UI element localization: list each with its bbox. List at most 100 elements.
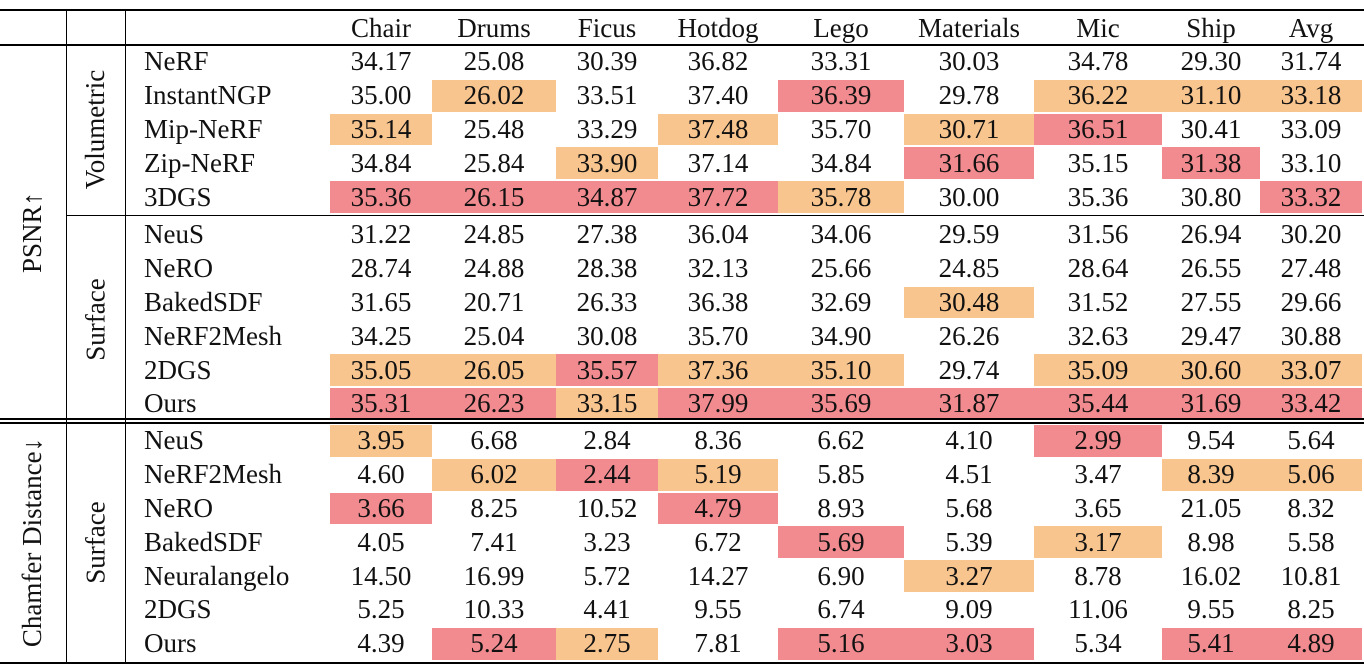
value-cell-chair: 4.39: [357, 628, 405, 659]
header-rule: [0, 44, 1364, 46]
value-cell-avg: 33.18: [1260, 79, 1362, 112]
value-cell-chair: 5.25: [357, 594, 405, 625]
column-header-chair: Chair: [351, 12, 411, 43]
value-cell-materials: 31.87: [904, 388, 1034, 420]
group-label-surface-text: Surface: [80, 278, 111, 361]
value-cell-avg: 30.88: [1280, 320, 1342, 351]
group-label-volumetric-text: Volumetric: [80, 69, 111, 190]
value-cell-mic: 11.06: [1068, 594, 1128, 625]
column-header-lego: Lego: [813, 12, 869, 43]
value-cell-ship: 26.55: [1180, 253, 1242, 284]
value-cell-chair: 4.05: [357, 526, 405, 557]
method-label: NeRO: [144, 492, 213, 523]
value-cell-hotdog: 5.19: [658, 458, 778, 491]
metric-label-text: PSNR↑: [17, 192, 48, 274]
value-cell-chair: 34.84: [350, 147, 412, 178]
value-cell-drums: 6.02: [432, 458, 556, 491]
group-divider-rule: [66, 215, 1364, 217]
value-cell-ship: 31.10: [1162, 79, 1260, 112]
group-label-surface: Surface: [66, 424, 126, 661]
value-cell-avg: 29.66: [1280, 286, 1342, 317]
value-cell-ficus: 28.38: [576, 253, 638, 284]
value-cell-mic: 3.47: [1074, 459, 1122, 490]
value-cell-materials: 30.48: [904, 286, 1034, 319]
method-label: Zip-NeRF: [144, 147, 255, 178]
method-label: 2DGS: [144, 594, 212, 625]
column-header-drums: Drums: [457, 12, 531, 43]
value-cell-chair: 14.50: [350, 560, 412, 591]
value-cell-chair: 31.22: [350, 219, 412, 250]
value-cell-chair: 4.60: [357, 459, 405, 490]
value-cell-lego: 35.70: [810, 113, 872, 144]
column-header-materials: Materials: [918, 12, 1020, 43]
value-cell-materials: 3.03: [904, 627, 1034, 660]
value-cell-mic: 3.17: [1034, 526, 1162, 559]
metric-label: PSNR↑: [0, 45, 66, 421]
value-cell-chair: 35.05: [330, 354, 432, 386]
method-label: BakedSDF: [144, 286, 263, 317]
value-cell-ficus: 33.51: [576, 80, 638, 111]
metric-label-text: Chamfer Distance↓: [17, 437, 48, 647]
value-cell-hotdog: 37.36: [658, 354, 778, 386]
value-cell-hotdog: 6.72: [694, 526, 742, 557]
value-cell-avg: 33.09: [1280, 113, 1342, 144]
value-cell-hotdog: 37.14: [687, 147, 749, 178]
value-cell-mic: 36.22: [1034, 79, 1162, 112]
value-cell-materials: 30.00: [938, 181, 1000, 212]
value-cell-materials: 29.59: [938, 219, 1000, 250]
value-cell-drums: 24.85: [463, 219, 525, 250]
value-cell-lego: 6.90: [817, 560, 865, 591]
value-cell-ficus: 3.23: [583, 526, 631, 557]
value-cell-hotdog: 9.55: [694, 594, 742, 625]
value-cell-chair: 28.74: [350, 253, 412, 284]
value-cell-hotdog: 32.13: [687, 253, 749, 284]
value-cell-avg: 10.81: [1280, 560, 1342, 591]
value-cell-hotdog: 36.04: [687, 219, 749, 250]
value-cell-avg: 33.07: [1260, 354, 1362, 386]
value-cell-lego: 5.16: [778, 627, 904, 660]
method-label: NeRF2Mesh: [144, 320, 283, 351]
value-cell-ship: 27.55: [1180, 286, 1242, 317]
value-cell-lego: 32.69: [810, 286, 872, 317]
value-cell-ficus: 33.15: [556, 388, 658, 420]
metric-divider-rule-a: [0, 418, 1364, 420]
value-cell-lego: 34.06: [810, 219, 872, 250]
metric-divider-rule-b: [0, 422, 1364, 424]
value-cell-lego: 35.10: [778, 354, 904, 386]
group-label-surface: Surface: [66, 218, 126, 421]
value-cell-drums: 6.68: [470, 425, 518, 456]
value-cell-chair: 35.31: [330, 388, 432, 420]
value-cell-ship: 16.02: [1180, 560, 1242, 591]
value-cell-ship: 30.80: [1180, 181, 1242, 212]
vertical-rule-metric: [66, 11, 67, 662]
value-cell-drums: 7.41: [470, 526, 518, 557]
bottom-rule: [0, 662, 1364, 664]
column-header-ficus: Ficus: [577, 12, 637, 43]
value-cell-avg: 33.42: [1260, 388, 1362, 420]
value-cell-ficus: 34.87: [556, 181, 658, 213]
value-cell-drums: 25.48: [463, 113, 525, 144]
value-cell-ficus: 35.57: [556, 354, 658, 386]
method-label: NeRF2Mesh: [144, 459, 283, 490]
value-cell-hotdog: 36.82: [687, 46, 749, 77]
value-cell-ficus: 2.44: [556, 458, 658, 491]
method-label: NeuS: [144, 425, 204, 456]
vertical-rule-group: [125, 11, 126, 662]
value-cell-hotdog: 37.48: [658, 113, 778, 146]
value-cell-materials: 3.27: [904, 560, 1034, 592]
value-cell-chair: 35.14: [330, 113, 432, 146]
value-cell-materials: 4.51: [945, 459, 993, 490]
value-cell-hotdog: 37.99: [658, 388, 778, 420]
value-cell-drums: 26.02: [432, 79, 556, 112]
value-cell-materials: 30.71: [904, 113, 1034, 146]
value-cell-ficus: 33.90: [556, 147, 658, 180]
value-cell-drums: 25.04: [463, 320, 525, 351]
value-cell-lego: 35.69: [778, 388, 904, 420]
column-header-hotdog: Hotdog: [677, 12, 759, 43]
value-cell-avg: 5.58: [1287, 526, 1335, 557]
value-cell-ship: 8.98: [1187, 526, 1235, 557]
value-cell-drums: 8.25: [470, 492, 518, 523]
value-cell-avg: 27.48: [1280, 253, 1342, 284]
value-cell-chair: 34.17: [350, 46, 412, 77]
